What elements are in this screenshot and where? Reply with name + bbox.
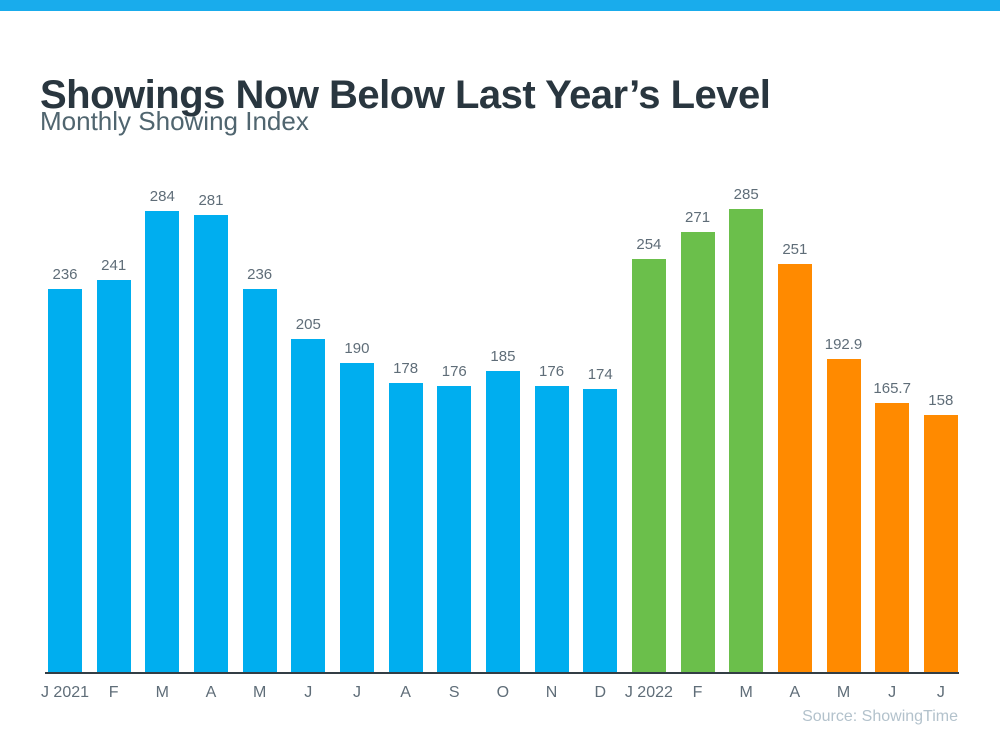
- bar-column: 185 O: [485, 185, 520, 701]
- x-axis-label: M: [739, 684, 753, 701]
- x-axis-label: S: [448, 684, 460, 701]
- bar-column: 190 J: [339, 185, 374, 701]
- bar-column: 254 J 2022: [625, 185, 673, 701]
- x-axis-line: [45, 672, 959, 674]
- bar: [729, 209, 764, 672]
- x-axis-label: A: [789, 684, 801, 701]
- x-axis-label: J: [304, 684, 313, 701]
- x-axis-label: A: [205, 684, 217, 701]
- x-axis-label: D: [594, 684, 606, 701]
- bar-column: 285 M: [729, 185, 764, 701]
- bar: [96, 280, 131, 672]
- x-axis-label: M: [155, 684, 169, 701]
- x-axis-label: J: [936, 684, 945, 701]
- bar-value-label: 176: [441, 363, 467, 380]
- bar: [145, 211, 180, 672]
- bar-column: 251 A: [777, 185, 812, 701]
- bar-column: 178 A: [388, 185, 423, 701]
- bar-column: 174 D: [583, 185, 618, 701]
- bar-column: 271 F: [680, 185, 715, 701]
- bar: [923, 415, 958, 672]
- bar-column: 241 F: [96, 185, 131, 701]
- source-attribution: Source: ShowingTime: [802, 708, 958, 725]
- bar-value-label: 190: [344, 340, 370, 357]
- x-axis-label: F: [692, 684, 703, 701]
- bar-value-label: 205: [295, 316, 321, 333]
- bar-value-label: 251: [782, 241, 808, 258]
- bar-column: 165.7 J: [873, 185, 911, 701]
- bar-value-label: 165.7: [873, 380, 911, 397]
- x-axis-label: J: [352, 684, 361, 701]
- bar: [534, 386, 569, 672]
- bar-value-label: 176: [539, 363, 565, 380]
- x-axis-label: N: [545, 684, 558, 701]
- bar-value-label: 185: [490, 348, 516, 365]
- bar-value-label: 241: [101, 257, 127, 274]
- bar-column: 284 M: [145, 185, 180, 701]
- bar-column: 281 A: [193, 185, 228, 701]
- bar: [583, 389, 618, 672]
- x-axis-label: J 2021: [40, 684, 90, 701]
- bar-chart-plot-area: 236 J 2021 241 F 284 M 281 A 236 M 205 J 190 J 178 A 176…: [41, 185, 958, 701]
- chart-subtitle: Monthly Showing Index: [40, 106, 309, 136]
- bar: [826, 359, 861, 672]
- x-axis-label: F: [108, 684, 119, 701]
- bar: [680, 232, 715, 672]
- bar-value-label: 178: [393, 360, 419, 377]
- bar: [631, 259, 666, 672]
- bar-column: 236 J 2021: [41, 185, 89, 701]
- bar: [193, 215, 228, 672]
- bar-value-label: 284: [149, 188, 175, 205]
- x-axis-label: M: [252, 684, 267, 701]
- bar: [388, 383, 423, 672]
- bar: [777, 264, 812, 672]
- x-axis-label: J: [888, 684, 897, 701]
- bar-value-label: 174: [587, 366, 613, 383]
- bar-column: 192.9 M: [824, 185, 863, 701]
- bar-column: 236 M: [242, 185, 277, 701]
- bar-column: 176 N: [534, 185, 569, 701]
- bar: [875, 403, 910, 672]
- bar-value-label: 192.9: [824, 336, 863, 353]
- bar-value-label: 236: [247, 266, 273, 283]
- x-axis-label: A: [400, 684, 411, 701]
- bar-column: 205 J: [291, 185, 326, 701]
- bar-value-label: 236: [52, 266, 78, 283]
- bar: [48, 289, 82, 672]
- bar-column: 176 S: [437, 185, 472, 701]
- bar-value-label: 281: [198, 192, 224, 209]
- bar: [242, 289, 277, 672]
- bar: [437, 386, 472, 672]
- bar-value-label: 285: [733, 186, 759, 203]
- chart-title: Showings Now Below Last Year’s Level: [40, 72, 771, 117]
- bar-value-label: 158: [928, 392, 954, 409]
- bar: [485, 371, 520, 672]
- bar: [291, 339, 326, 672]
- x-axis-label: M: [836, 684, 851, 701]
- bar-column: 158 J: [923, 185, 958, 701]
- x-axis-label: J 2022: [624, 684, 673, 701]
- bar: [339, 363, 374, 672]
- accent-strip: [0, 0, 1000, 11]
- x-axis-label: O: [496, 684, 510, 701]
- bar-value-label: 254: [636, 236, 662, 253]
- bar-value-label: 271: [685, 209, 711, 226]
